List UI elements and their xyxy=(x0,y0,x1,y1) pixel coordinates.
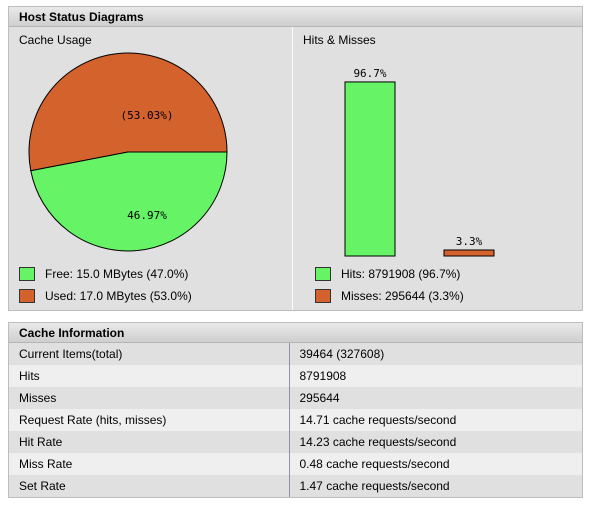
info-value: 14.23 cache requests/second xyxy=(289,431,582,453)
legend-item-free: Free: 15.0 MBytes (47.0%) xyxy=(19,263,192,285)
cache-information-panel: Cache Information Current Items(total) 39… xyxy=(8,322,583,498)
legend-label-used: Used: 17.0 MBytes (53.0%) xyxy=(45,289,192,303)
info-key: Hit Rate xyxy=(9,431,290,453)
pie-label-used: (53.03%) xyxy=(121,109,174,122)
hits-misses-section: Hits & Misses 96.7% 3.3% Hits: 8791908 (… xyxy=(293,27,582,310)
host-status-diagrams-panel: Host Status Diagrams Cache Usage (53.03%… xyxy=(8,6,583,311)
info-value: 39464 (327608) xyxy=(289,343,582,365)
table-row: Hit Rate 14.23 cache requests/second xyxy=(9,431,582,453)
legend-item-hits: Hits: 8791908 (96.7%) xyxy=(315,263,464,285)
legend-label-hits: Hits: 8791908 (96.7%) xyxy=(341,267,461,281)
info-key: Misses xyxy=(9,387,290,409)
table-row: Current Items(total) 39464 (327608) xyxy=(9,343,582,365)
info-value: 14.71 cache requests/second xyxy=(289,409,582,431)
info-key: Miss Rate xyxy=(9,453,290,475)
cache-usage-title: Cache Usage xyxy=(19,33,92,47)
info-value: 8791908 xyxy=(289,365,582,387)
cache-usage-legend: Free: 15.0 MBytes (47.0%) Used: 17.0 MBy… xyxy=(19,263,192,307)
hits-misses-bar-chart: 96.7% 3.3% xyxy=(344,67,495,257)
pie-slice-used xyxy=(28,52,228,172)
bar-label-misses: 3.3% xyxy=(456,235,483,248)
hits-misses-legend: Hits: 8791908 (96.7%) Misses: 295644 (3.… xyxy=(315,263,464,307)
info-key: Current Items(total) xyxy=(9,343,290,365)
legend-item-misses: Misses: 295644 (3.3%) xyxy=(315,285,464,307)
hits-misses-title: Hits & Misses xyxy=(303,33,376,47)
pie-slice-free xyxy=(30,151,228,252)
table-row: Request Rate (hits, misses) 14.71 cache r… xyxy=(9,409,582,431)
info-key: Hits xyxy=(9,365,290,387)
panel-title: Host Status Diagrams xyxy=(9,7,582,27)
bar-misses xyxy=(443,249,495,257)
table-row: Misses 295644 xyxy=(9,387,582,409)
legend-swatch-used xyxy=(19,289,35,303)
legend-item-used: Used: 17.0 MBytes (53.0%) xyxy=(19,285,192,307)
bar-hits xyxy=(344,81,396,257)
info-key: Request Rate (hits, misses) xyxy=(9,409,290,431)
table-row: Hits 8791908 xyxy=(9,365,582,387)
cache-usage-section: Cache Usage (53.03%) 46.97% Free: 15.0 M… xyxy=(9,27,293,310)
cache-information-table: Current Items(total) 39464 (327608) Hits 87… xyxy=(9,343,582,497)
info-value: 295644 xyxy=(289,387,582,409)
legend-swatch-misses xyxy=(315,289,331,303)
info-value: 0.48 cache requests/second xyxy=(289,453,582,475)
legend-swatch-free xyxy=(19,267,35,281)
info-value: 1.47 cache requests/second xyxy=(289,475,582,497)
pie-label-free: 46.97% xyxy=(127,209,167,222)
info-key: Set Rate xyxy=(9,475,290,497)
table-row: Set Rate 1.47 cache requests/second xyxy=(9,475,582,497)
legend-label-free: Free: 15.0 MBytes (47.0%) xyxy=(45,267,189,281)
legend-swatch-hits xyxy=(315,267,331,281)
panel-title: Cache Information xyxy=(9,323,582,343)
table-row: Miss Rate 0.48 cache requests/second xyxy=(9,453,582,475)
cache-usage-pie-chart: (53.03%) 46.97% xyxy=(28,52,228,252)
legend-label-misses: Misses: 295644 (3.3%) xyxy=(341,289,464,303)
bar-label-hits: 96.7% xyxy=(353,67,386,80)
